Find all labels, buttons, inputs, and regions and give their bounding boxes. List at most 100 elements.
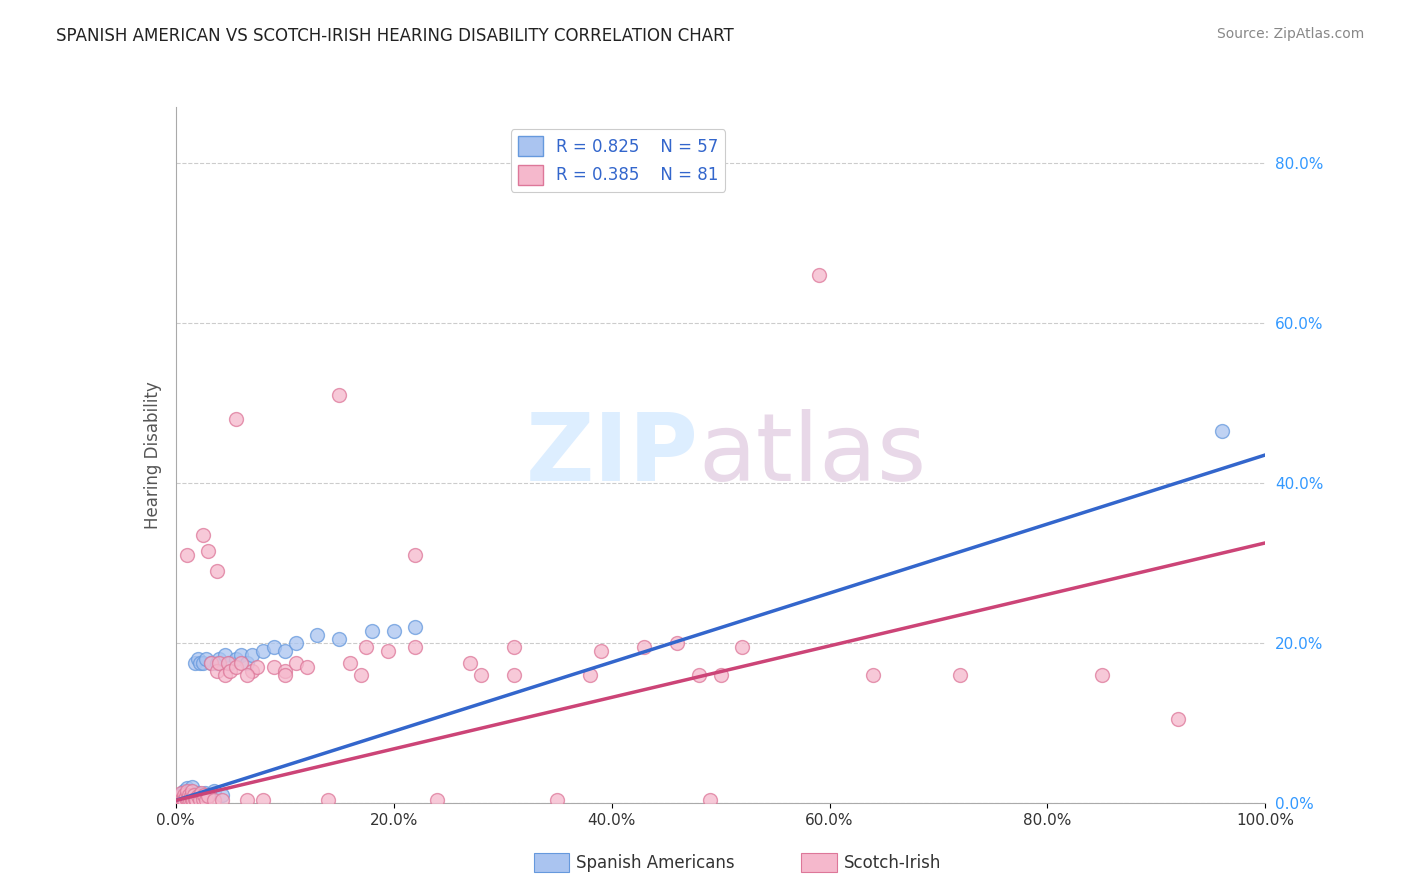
Point (174, 793, 197, 807)
Point (176, 784, 198, 798)
Point (190, 788, 212, 802)
Point (328, 632, 350, 646)
Point (202, 784, 225, 798)
Point (252, 793, 274, 807)
Point (240, 664, 263, 678)
Point (176, 789, 198, 804)
Point (179, 793, 201, 807)
Point (214, 648, 236, 662)
Point (502, 668, 524, 682)
Text: Scotch-Irish: Scotch-Irish (844, 854, 941, 871)
Point (307, 628, 329, 642)
Point (197, 788, 219, 802)
Point (186, 792, 208, 806)
Point (205, 564, 228, 578)
Point (177, 792, 200, 806)
Point (177, 792, 200, 806)
Point (167, 794, 190, 808)
Point (274, 644, 297, 658)
Point (167, 793, 190, 807)
Point (172, 793, 194, 807)
Point (546, 793, 568, 807)
Point (188, 793, 211, 807)
Point (219, 664, 242, 678)
Point (710, 668, 733, 682)
Point (200, 656, 222, 670)
Point (225, 412, 247, 426)
Point (172, 786, 194, 800)
Point (214, 668, 236, 682)
Point (186, 652, 209, 666)
Point (167, 792, 190, 806)
Point (295, 660, 318, 674)
Point (589, 644, 612, 658)
Point (184, 656, 207, 670)
Point (731, 640, 754, 654)
Point (502, 640, 524, 654)
Point (190, 786, 212, 800)
Point (195, 652, 218, 666)
Point (195, 793, 218, 807)
Point (633, 640, 655, 654)
Point (172, 790, 194, 805)
Point (1091, 668, 1114, 682)
Point (169, 789, 191, 804)
Point (217, 656, 239, 670)
Point (208, 652, 231, 666)
Point (177, 793, 200, 807)
Point (202, 793, 225, 807)
Point (177, 788, 200, 802)
Point (405, 548, 427, 562)
Point (274, 668, 297, 682)
Point (246, 660, 269, 674)
Point (181, 784, 204, 798)
Point (231, 656, 253, 670)
Point (284, 656, 307, 670)
Point (176, 781, 198, 796)
Point (274, 664, 297, 678)
Point (205, 664, 228, 678)
Point (263, 660, 285, 674)
Point (360, 624, 382, 638)
Point (179, 790, 201, 805)
Point (666, 636, 689, 650)
Point (193, 788, 215, 802)
Point (208, 656, 231, 670)
Point (231, 648, 253, 662)
Point (172, 793, 194, 807)
Point (205, 656, 228, 670)
Point (382, 624, 405, 638)
Point (211, 788, 233, 802)
Text: ZIP: ZIP (526, 409, 699, 501)
Point (1211, 424, 1233, 438)
Point (699, 793, 721, 807)
Point (405, 620, 427, 634)
Point (193, 792, 215, 806)
Point (458, 656, 481, 670)
Point (173, 784, 195, 798)
Point (172, 792, 194, 806)
Point (180, 789, 202, 804)
Point (181, 792, 204, 806)
Point (174, 790, 197, 805)
Point (173, 793, 195, 807)
Point (328, 388, 350, 402)
Point (949, 668, 972, 682)
Point (169, 793, 191, 807)
Point (688, 668, 710, 682)
Y-axis label: Hearing Disability: Hearing Disability (143, 381, 162, 529)
Point (181, 793, 204, 807)
Point (339, 656, 361, 670)
Point (191, 792, 214, 806)
Point (181, 793, 204, 807)
Point (862, 668, 884, 682)
Point (170, 786, 193, 800)
Point (807, 268, 830, 282)
Text: SPANISH AMERICAN VS SCOTCH-IRISH HEARING DISABILITY CORRELATION CHART: SPANISH AMERICAN VS SCOTCH-IRISH HEARING… (56, 27, 734, 45)
Point (176, 548, 198, 562)
Text: Source: ZipAtlas.com: Source: ZipAtlas.com (1216, 27, 1364, 41)
Legend: R = 0.825    N = 57, R = 0.385    N = 81: R = 0.825 N = 57, R = 0.385 N = 81 (510, 129, 725, 192)
Point (197, 789, 219, 804)
Point (356, 640, 378, 654)
Point (170, 788, 193, 802)
